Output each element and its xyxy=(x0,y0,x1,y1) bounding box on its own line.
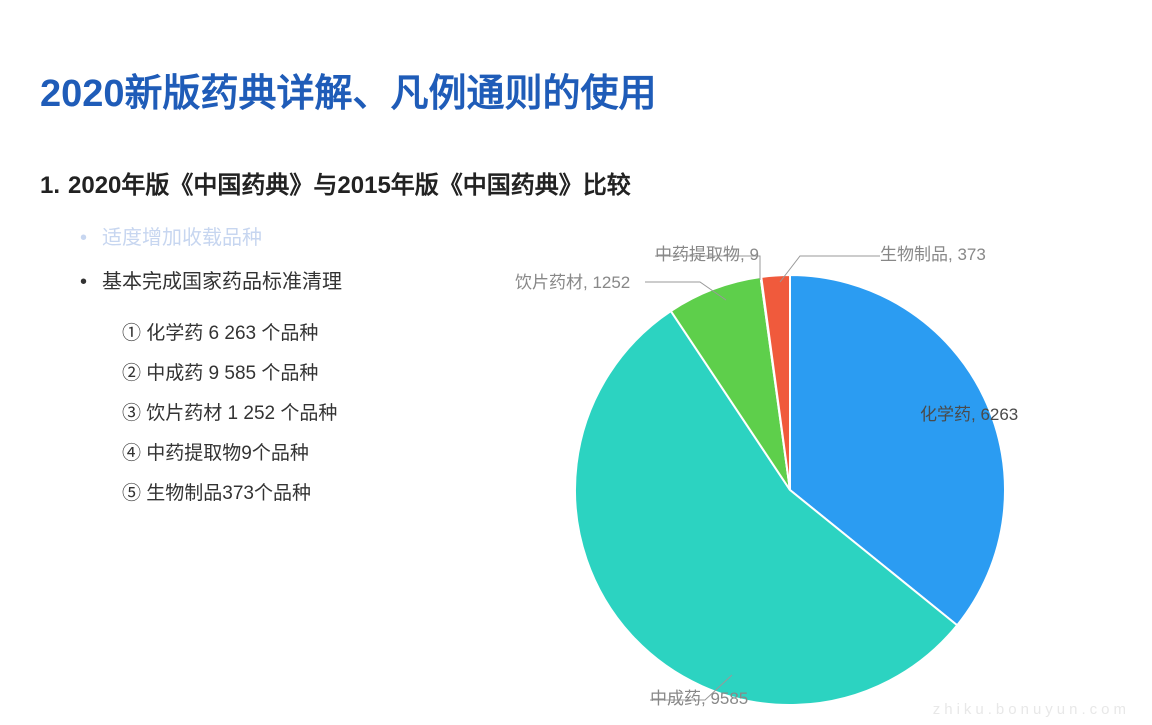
watermark: zhiku.bonuyun.com xyxy=(933,701,1130,718)
pie-label: 饮片药材, 1252 xyxy=(515,273,630,292)
sub-item: ① 化学药 6 263 个品种 xyxy=(102,314,342,354)
bullet-faded: 适度增加收载品种 xyxy=(80,216,342,260)
section-heading: 2020年版《中国药典》与2015年版《中国药典》比较 xyxy=(68,165,631,200)
bullet-active: 基本完成国家药品标准清理 ① 化学药 6 263 个品种 ② 中成药 9 585… xyxy=(80,260,342,514)
bullet-list: 适度增加收载品种 基本完成国家药品标准清理 ① 化学药 6 263 个品种 ② … xyxy=(80,216,342,514)
bullet-active-text: 基本完成国家药品标准清理 xyxy=(102,271,342,293)
pie-label: 中成药, 9585 xyxy=(650,689,748,708)
section-row: 1. 2020年版《中国药典》与2015年版《中国药典》比较 xyxy=(40,165,631,200)
sub-item: ② 中成药 9 585 个品种 xyxy=(102,354,342,394)
sub-item: ③ 饮片药材 1 252 个品种 xyxy=(102,394,342,434)
pie-label: 生物制品, 373 xyxy=(880,245,986,264)
pie-label-inside: 化学药, 6263 xyxy=(920,405,1018,424)
page-title: 2020新版药典详解、凡例通则的使用 xyxy=(40,62,657,117)
section-number: 1. xyxy=(40,172,60,200)
pie-chart: 化学药, 6263 中成药, 9585 饮片药材, 1252 中药提取物, 9 生物制品… xyxy=(480,240,1140,720)
sub-list: ① 化学药 6 263 个品种 ② 中成药 9 585 个品种 ③ 饮片药材 1… xyxy=(102,314,342,514)
pie-label: 中药提取物, 9 xyxy=(655,245,759,264)
sub-item: ⑤ 生物制品373个品种 xyxy=(102,474,342,514)
pie-svg: 化学药, 6263 中成药, 9585 饮片药材, 1252 中药提取物, 9 生物制品… xyxy=(480,240,1140,720)
sub-item: ④ 中药提取物9个品种 xyxy=(102,434,342,474)
